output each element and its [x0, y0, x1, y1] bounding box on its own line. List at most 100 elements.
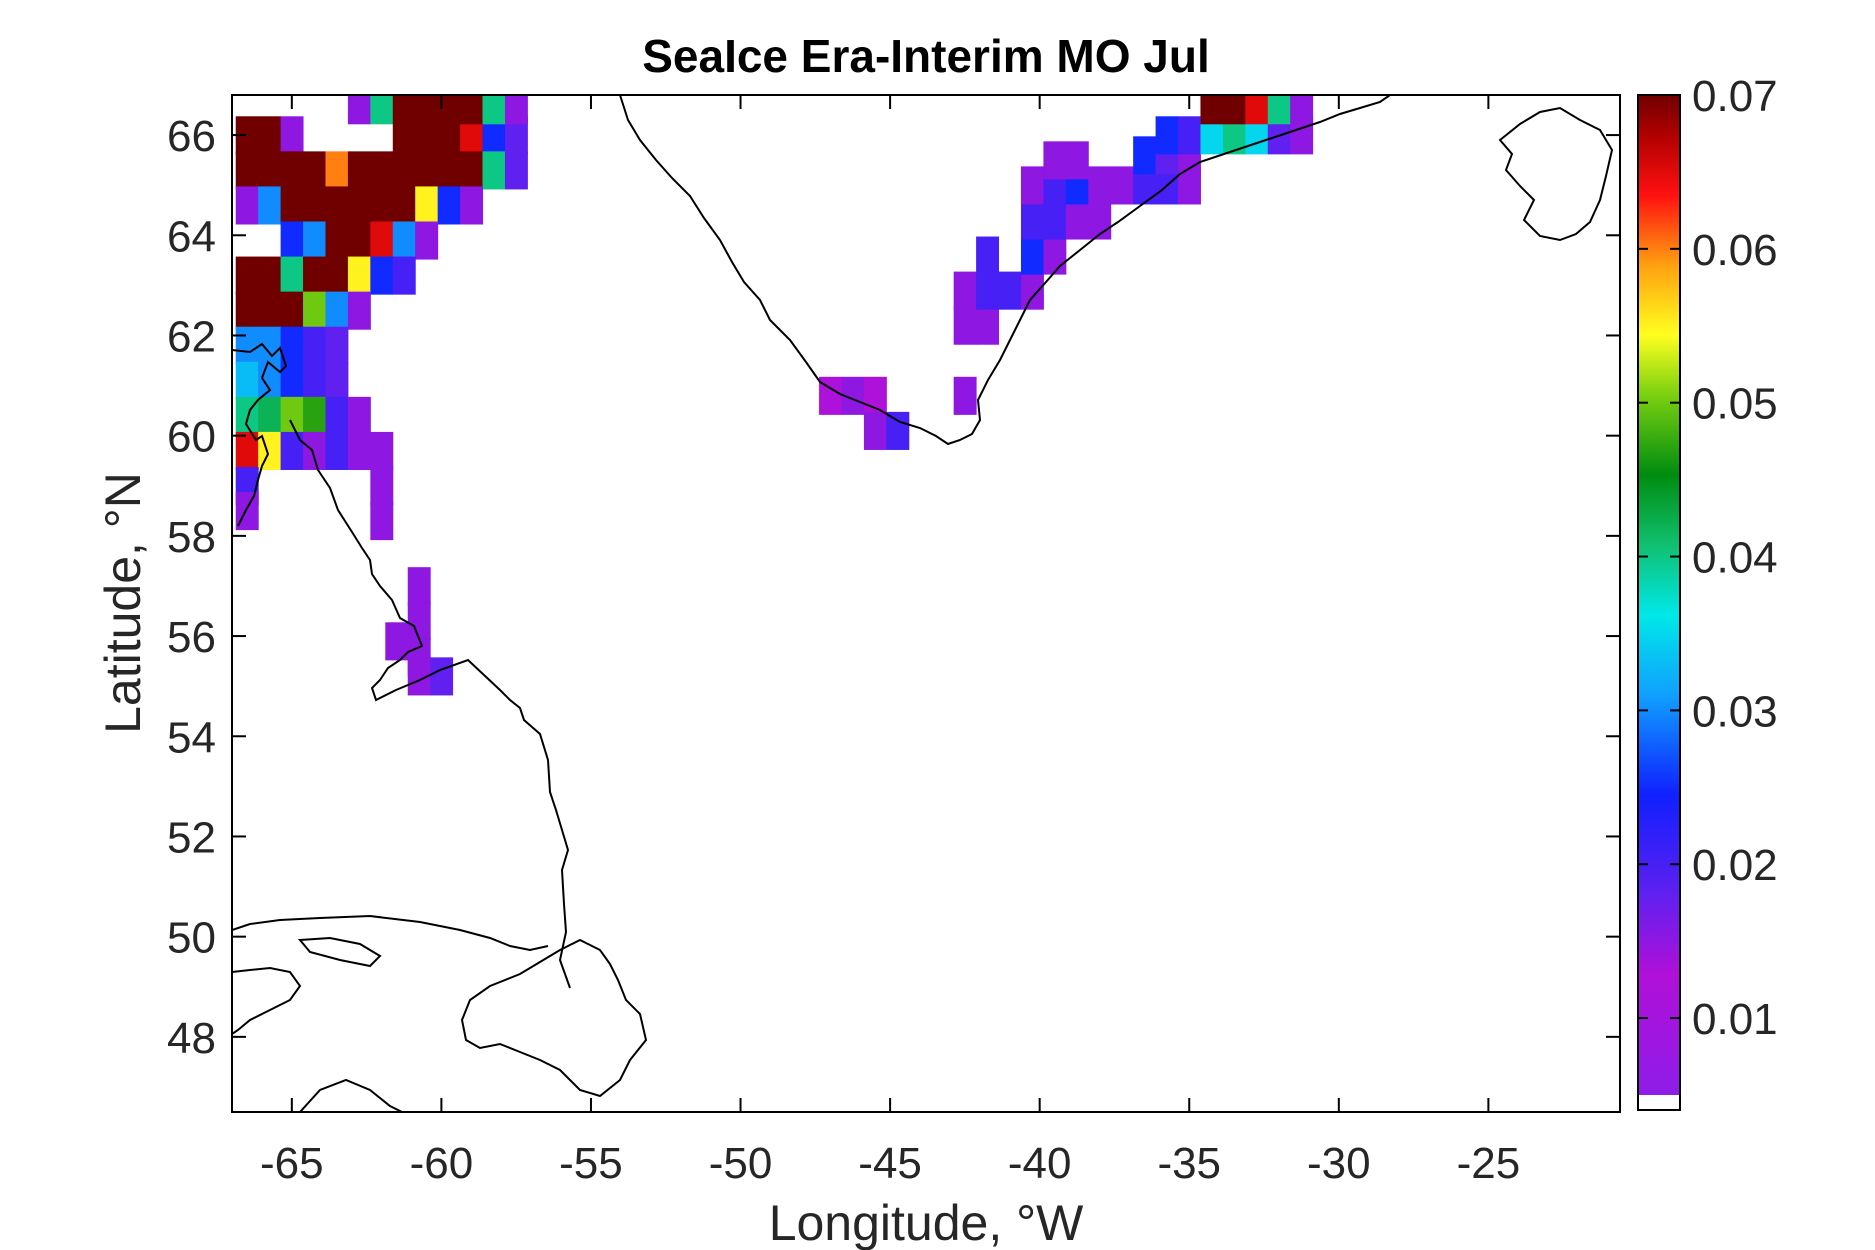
sea-ice-cell — [303, 396, 326, 435]
sea-ice-cell — [1043, 236, 1067, 275]
sea-ice-cell — [303, 186, 326, 225]
sea-ice-cell — [460, 186, 484, 225]
colorbar-tick-label: 0.02 — [1692, 841, 1778, 890]
y-tick-label: 56 — [167, 613, 216, 662]
y-tick-label: 64 — [167, 212, 216, 261]
sea-ice-cell — [976, 306, 1000, 345]
sea-ice-cell — [415, 221, 439, 260]
sea-ice-cell — [976, 236, 1000, 275]
sea-ice-cell — [258, 151, 282, 190]
sea-ice-cell — [235, 291, 259, 330]
sea-ice-cell — [347, 186, 371, 225]
sea-ice-cell — [437, 151, 461, 190]
sea-ice-cell — [258, 291, 282, 330]
plot-frame — [231, 94, 1621, 1113]
sea-ice-cell — [392, 256, 416, 295]
coastline-greenland — [619, 95, 1391, 446]
y-tick-label: 52 — [167, 813, 216, 862]
colorbar-tick-label: 0.06 — [1692, 226, 1778, 275]
sea-ice-cell — [1020, 201, 1044, 240]
sea-ice-cell — [325, 291, 349, 330]
coastline-labrador-south — [289, 419, 571, 989]
sea-ice-cell — [325, 396, 349, 435]
sea-ice-cell — [392, 151, 416, 190]
sea-ice-cell — [370, 221, 394, 260]
sea-ice-cell — [303, 326, 326, 365]
sea-ice-cell — [235, 361, 259, 400]
sea-ice-cell — [863, 411, 887, 450]
sea-ice-cell — [235, 326, 259, 365]
sea-ice-cell — [415, 116, 439, 155]
x-tick-label: -35 — [1157, 1139, 1221, 1188]
sea-ice-cell — [280, 431, 304, 470]
sea-ice-cell — [347, 291, 371, 330]
sea-ice-cell — [258, 326, 282, 365]
sea-ice-cell — [325, 361, 349, 400]
sea-ice-cell — [407, 657, 431, 696]
sea-ice-cells — [235, 95, 1314, 696]
sea-ice-cell — [392, 95, 416, 125]
sea-ice-cell — [392, 116, 416, 155]
y-tick-label: 66 — [167, 112, 216, 161]
sea-ice-cell — [953, 271, 977, 310]
sea-ice-cell — [1065, 141, 1089, 180]
x-tick-label: -40 — [1008, 1139, 1072, 1188]
colorbar-ticks: 0.01 0.02 0.03 0.04 0.05 0.06 0.07 — [1638, 72, 1778, 1044]
sea-ice-cell — [998, 271, 1022, 310]
sea-ice-cell — [347, 256, 371, 295]
x-tick-label: -30 — [1307, 1139, 1371, 1188]
y-tick-label: 48 — [167, 1014, 216, 1063]
sea-ice-cell — [303, 361, 326, 400]
sea-ice-cell — [1133, 166, 1157, 205]
sea-ice-cell — [1133, 136, 1157, 175]
sea-ice-cell — [504, 95, 528, 125]
y-tick-label: 60 — [167, 413, 216, 462]
sea-ice-cell — [1200, 116, 1224, 155]
sea-ice-cell — [258, 361, 282, 400]
sea-ice-cell — [370, 186, 394, 225]
colorbar-frame — [1637, 94, 1681, 1111]
sea-ice-cell — [392, 186, 416, 225]
sea-ice-cell — [1222, 95, 1246, 125]
coastline-anticosti — [297, 936, 382, 968]
sea-ice-cell — [976, 271, 1000, 310]
sea-ice-cell — [280, 221, 304, 260]
sea-ice-cell — [1155, 116, 1179, 155]
x-tick-label: -45 — [858, 1139, 922, 1188]
sea-ice-cell — [430, 657, 454, 696]
sea-ice-cell — [1065, 201, 1089, 240]
sea-ice-cell — [1178, 166, 1201, 205]
sea-ice-cell — [235, 151, 259, 190]
y-tick-label: 54 — [167, 713, 216, 762]
sea-ice-cell — [415, 95, 439, 125]
sea-ice-cell — [325, 326, 349, 365]
x-tick-label: -50 — [709, 1139, 773, 1188]
sea-ice-cell — [258, 116, 282, 155]
sea-ice-cell — [415, 151, 439, 190]
sea-ice-cell — [407, 602, 431, 641]
colorbar-tick-label: 0.05 — [1692, 380, 1778, 429]
sea-ice-cell — [303, 291, 326, 330]
x-axis: -65 -60 -55 -50 -45 -40 -35 -30 -25 — [260, 95, 1520, 1188]
sea-ice-cell — [235, 256, 259, 295]
coastline-gulf — [232, 966, 302, 1035]
y-tick-label: 50 — [167, 914, 216, 963]
colorbar-tick-label: 0.04 — [1692, 534, 1778, 583]
sea-ice-cell — [370, 95, 394, 125]
x-tick-label: -65 — [260, 1139, 324, 1188]
colorbar — [1638, 95, 1680, 1095]
sea-ice-cell — [482, 151, 506, 190]
sea-ice-cell — [325, 221, 349, 260]
sea-ice-cell — [504, 151, 528, 190]
colorbar-tick-label: 0.03 — [1692, 687, 1778, 736]
sea-ice-cell — [325, 431, 349, 470]
sea-ice-cell — [370, 151, 394, 190]
coastline-quebec — [232, 914, 549, 952]
sea-ice-cell — [1267, 95, 1291, 125]
x-axis-label: Longitude, °W — [769, 1195, 1084, 1250]
sea-ice-cell — [280, 116, 304, 155]
colorbar-tick-label: 0.07 — [1692, 72, 1778, 121]
sea-ice-cell — [1020, 236, 1044, 275]
sea-ice-cell — [235, 116, 259, 155]
